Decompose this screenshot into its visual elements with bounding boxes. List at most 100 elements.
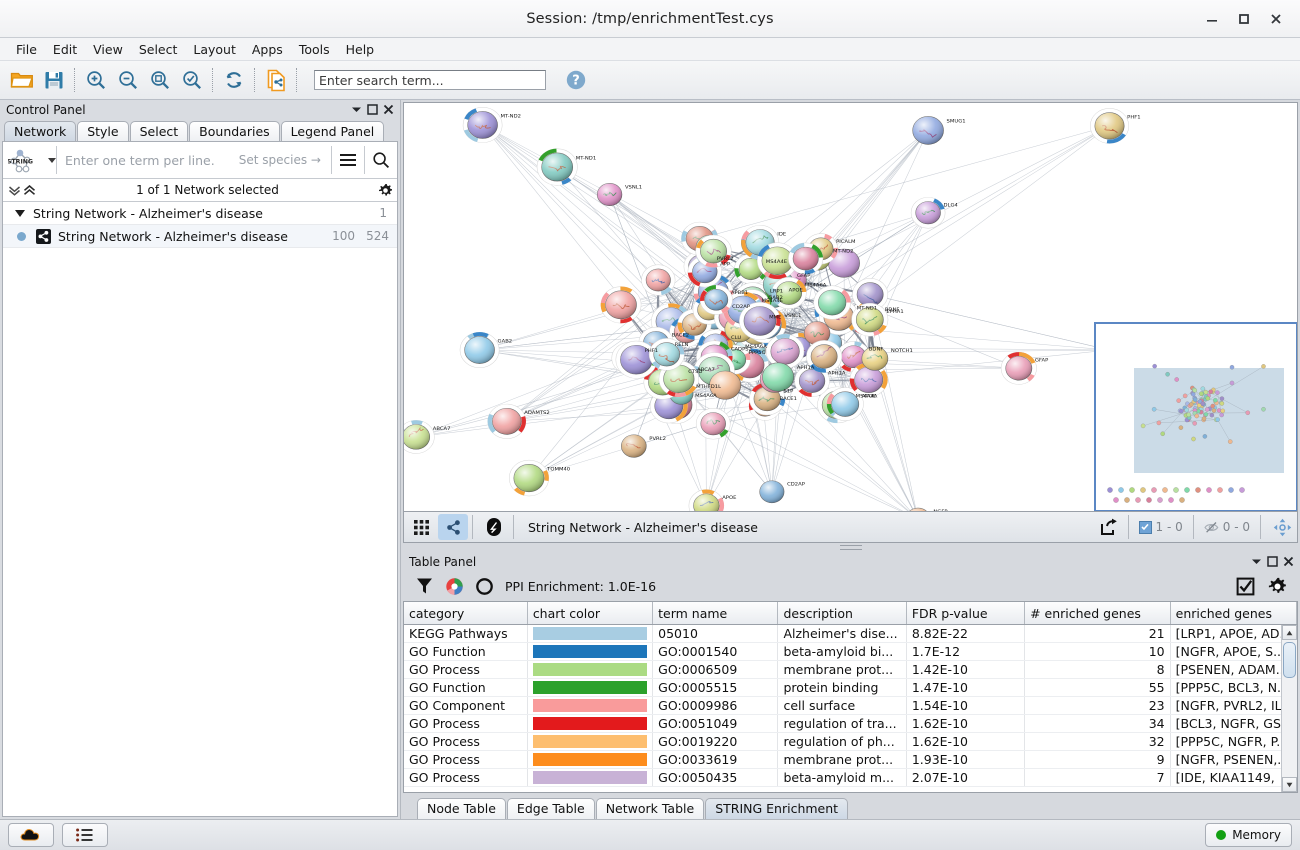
node-label: SMUG1 [947, 119, 966, 125]
table-row[interactable]: GO Process GO:0019220 regulation of ph... 1… [404, 732, 1297, 751]
zoom-in-icon[interactable] [80, 64, 112, 96]
tree-network-label: String Network - Alzheimer's disease [58, 228, 288, 244]
col-chart-color[interactable]: chart color [527, 602, 654, 625]
refresh-icon[interactable] [218, 64, 250, 96]
menu-layout[interactable]: Layout [193, 41, 236, 57]
col-category[interactable]: category [404, 602, 528, 625]
export-image-icon[interactable] [1094, 514, 1124, 540]
panel-dropdown-icon[interactable] [348, 102, 364, 118]
search-input[interactable] [314, 70, 546, 90]
network-share-icon[interactable] [438, 514, 468, 540]
chevron-down-icon[interactable] [48, 157, 56, 163]
donut-chart-icon[interactable] [469, 573, 499, 599]
tab-string-enrichment[interactable]: STRING Enrichment [705, 798, 849, 819]
table-row[interactable]: GO Function GO:0001540 beta-amyloid bi... 1… [404, 642, 1297, 661]
col-description[interactable]: description [777, 602, 907, 625]
menu-help[interactable]: Help [345, 41, 375, 57]
tab-node-table[interactable]: Node Table [417, 798, 506, 819]
table-panel-dropdown-icon[interactable] [1248, 554, 1264, 570]
menu-edit[interactable]: Edit [52, 41, 78, 57]
tab-boundaries[interactable]: Boundaries [189, 121, 280, 141]
cell-fdr: 2.07E-10 [906, 768, 1026, 787]
set-species-label[interactable]: Set species → [238, 153, 321, 167]
table-row[interactable]: GO Process GO:0033619 membrane prot... 1.93… [404, 750, 1297, 769]
table-row[interactable]: GO Process GO:0006509 membrane prot... 1.42… [404, 660, 1297, 679]
col-term-name[interactable]: term name [652, 602, 779, 625]
save-session-icon[interactable] [38, 64, 70, 96]
tree-row-network[interactable]: String Network - Alzheimer's disease 100… [3, 225, 397, 248]
checkbox-checked-icon[interactable] [1230, 573, 1260, 599]
tab-edge-table[interactable]: Edge Table [506, 798, 595, 819]
zoom-out-icon[interactable] [112, 64, 144, 96]
enrichment-table-wrapper[interactable]: category chart color term name descripti… [403, 601, 1298, 793]
col-enriched-count[interactable]: # enriched genes [1024, 602, 1171, 625]
filter-funnel-icon[interactable] [409, 573, 439, 599]
panel-splitter[interactable] [401, 543, 1300, 552]
color-palette-icon[interactable] [439, 573, 469, 599]
memory-status[interactable]: Memory [1205, 823, 1292, 847]
tab-network[interactable]: Network [4, 121, 77, 141]
scroll-down-arrow[interactable] [1282, 777, 1297, 792]
network-graph[interactable]: MT-ND2 MT-ND1 VSNL1 GAB2 ABCA7 ADAMTS2 TOMM40 P… [404, 103, 1297, 511]
table-vertical-scrollbar[interactable] [1281, 625, 1297, 792]
birds-eye-view[interactable] [1094, 322, 1297, 511]
hamburger-icon[interactable] [332, 143, 364, 177]
maximize-icon[interactable] [1228, 5, 1260, 33]
network-canvas[interactable]: MT-ND2 MT-ND1 VSNL1 GAB2 ABCA7 ADAMTS2 TOMM40 P… [403, 102, 1298, 512]
zoom-fit-icon[interactable] [144, 64, 176, 96]
table-row[interactable]: GO Process GO:0051049 regulation of tra...… [404, 714, 1297, 733]
table-panel-close-icon[interactable] [1280, 554, 1296, 570]
search-icon[interactable] [365, 143, 397, 177]
table-panel-float-icon[interactable] [1264, 554, 1280, 570]
table-row[interactable]: KEGG Pathways 05010 Alzheimer's dise... 8.8… [404, 624, 1297, 643]
col-enriched-genes[interactable]: enriched genes [1170, 602, 1297, 625]
gear-icon[interactable] [378, 181, 393, 199]
grid-layout-icon[interactable] [406, 514, 436, 540]
cell-count: 8 [1024, 660, 1171, 679]
birds-eye-toggle-icon[interactable] [1267, 514, 1297, 540]
panel-float-icon[interactable] [364, 102, 380, 118]
node-label: APOE [789, 288, 803, 294]
tree-row-root[interactable]: String Network - Alzheimer's disease 1 [3, 202, 397, 225]
scroll-thumb[interactable] [1283, 642, 1296, 678]
control-panel-header: Control Panel [0, 100, 400, 119]
string-logo-icon[interactable]: STRING [3, 145, 47, 175]
node-label: APH1A [797, 365, 815, 371]
cell-genes: [PSENEN, ADAM... [1170, 660, 1297, 679]
open-session-icon[interactable] [6, 64, 38, 96]
tab-legend-panel[interactable]: Legend Panel [280, 121, 385, 141]
cloud-icon[interactable] [8, 823, 54, 847]
tab-style[interactable]: Style [77, 121, 129, 141]
birds-eye-canvas[interactable] [1096, 324, 1296, 510]
table-row[interactable]: GO Process GO:0050435 beta-amyloid m... 2.0… [404, 768, 1297, 787]
col-fdr-pvalue[interactable]: FDR p-value [906, 602, 1026, 625]
collapse-all-icon[interactable] [7, 181, 22, 199]
menu-view[interactable]: View [93, 41, 123, 57]
annotation-icon[interactable] [479, 514, 509, 540]
gear-icon[interactable] [1262, 573, 1292, 599]
network-icon [36, 228, 51, 244]
zoom-selected-icon[interactable] [176, 64, 208, 96]
new-network-icon[interactable] [260, 64, 292, 96]
tab-select[interactable]: Select [129, 121, 189, 141]
selected-nodes-counter[interactable]: 1 - 0 [1133, 520, 1189, 534]
panel-close-icon[interactable] [380, 102, 396, 118]
menu-apps[interactable]: Apps [251, 41, 283, 57]
hidden-nodes-counter[interactable]: 0 - 0 [1198, 520, 1256, 534]
control-panel-tabs: Network Style Select Boundaries Legend P… [0, 119, 400, 141]
color-swatch [532, 681, 648, 694]
menu-select[interactable]: Select [138, 41, 178, 57]
menu-file[interactable]: File [16, 41, 37, 57]
scroll-up-arrow[interactable] [1282, 625, 1297, 640]
task-list-icon[interactable] [62, 823, 108, 847]
table-row[interactable]: GO Component GO:0009986 cell surface 1.54E-… [404, 696, 1297, 715]
tab-network-table[interactable]: Network Table [595, 798, 705, 819]
table-row[interactable]: GO Function GO:0005515 protein binding 1.47… [404, 678, 1297, 697]
help-icon[interactable]: ? [560, 64, 592, 96]
string-term-input[interactable] [57, 144, 239, 176]
menu-tools[interactable]: Tools [298, 41, 330, 57]
close-icon[interactable] [1260, 5, 1292, 33]
expand-all-icon[interactable] [22, 181, 37, 199]
expand-triangle-icon[interactable] [15, 209, 25, 217]
minimize-icon[interactable] [1196, 5, 1228, 33]
